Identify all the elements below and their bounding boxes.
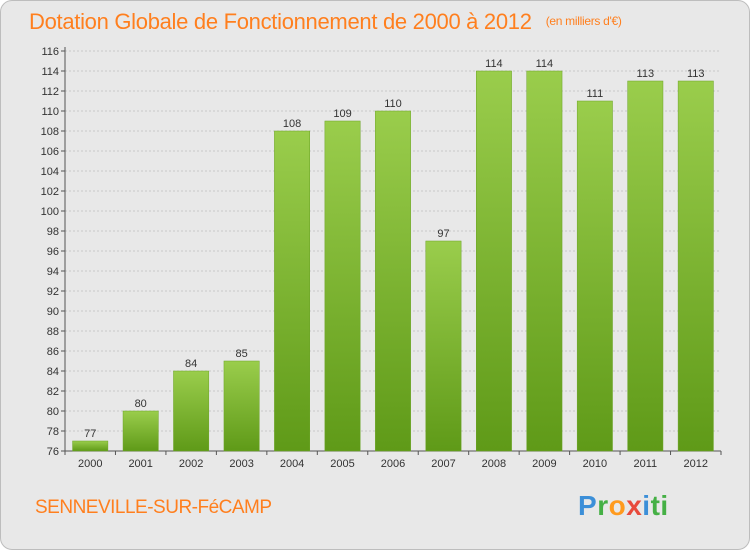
bar-2006 bbox=[375, 110, 411, 452]
y-tick-label: 96 bbox=[47, 246, 59, 258]
data-label: 114 bbox=[536, 58, 554, 70]
logo-letter: i bbox=[642, 490, 651, 521]
y-tick-label: 92 bbox=[47, 286, 59, 298]
bar-2004 bbox=[274, 130, 310, 452]
x-tick-label: 2005 bbox=[330, 458, 354, 470]
x-tick-label: 2011 bbox=[633, 458, 657, 470]
bar-2003 bbox=[223, 360, 260, 452]
chart-unit: (en milliers d'€) bbox=[545, 14, 622, 28]
bar-2001 bbox=[122, 410, 159, 452]
y-tick-label: 98 bbox=[47, 226, 59, 238]
x-tick-label: 2002 bbox=[179, 458, 203, 470]
data-label: 85 bbox=[235, 348, 247, 360]
y-tick-label: 102 bbox=[41, 186, 59, 198]
y-tick-label: 104 bbox=[41, 166, 59, 178]
logo-letter: ti bbox=[650, 490, 669, 521]
y-tick-label: 114 bbox=[41, 66, 59, 78]
data-label: 97 bbox=[437, 228, 449, 240]
y-tick-label: 86 bbox=[47, 346, 59, 358]
x-tick-label: 2000 bbox=[78, 458, 102, 470]
y-tick-label: 82 bbox=[47, 386, 59, 398]
data-label: 111 bbox=[586, 88, 603, 100]
y-tick-label: 100 bbox=[41, 206, 59, 218]
logo-letter: x bbox=[626, 490, 643, 521]
bar-2008 bbox=[476, 70, 512, 452]
y-tick-label: 90 bbox=[47, 306, 59, 318]
axes: 76 78 80 82 84 86 88 90 92 94 96 98 100 102 104 106 108 1… bbox=[41, 46, 722, 470]
y-tick-label: 76 bbox=[47, 446, 59, 458]
data-label: 109 bbox=[333, 108, 351, 120]
y-tick-label: 78 bbox=[47, 426, 59, 438]
x-tick-label: 2004 bbox=[280, 458, 304, 470]
bar-2007 bbox=[425, 240, 462, 452]
y-tick-label: 84 bbox=[47, 366, 59, 378]
data-label: 108 bbox=[283, 118, 301, 130]
bars bbox=[72, 70, 714, 452]
chart-title-text: Dotation Globale de Fonctionnement de 20… bbox=[29, 9, 532, 34]
bar-2002 bbox=[173, 370, 210, 452]
data-label: 113 bbox=[687, 68, 705, 80]
bar-2012 bbox=[677, 80, 714, 452]
y-tick-label: 94 bbox=[47, 266, 59, 278]
x-tick-label: 2009 bbox=[532, 458, 556, 470]
x-tick-label: 2003 bbox=[229, 458, 253, 470]
y-tick-label: 80 bbox=[47, 406, 59, 418]
logo-letter: P bbox=[578, 490, 598, 521]
y-tick-label: 88 bbox=[47, 326, 59, 338]
logo-letter: r bbox=[597, 490, 609, 521]
x-tick-label: 2006 bbox=[381, 458, 405, 470]
x-tick-label: 2010 bbox=[583, 458, 607, 470]
data-label: 77 bbox=[84, 428, 96, 440]
commune-name: SENNEVILLE-SUR-FéCAMP bbox=[35, 497, 272, 518]
chart-title: Dotation Globale de Fonctionnement de 20… bbox=[29, 9, 622, 35]
y-tick-label: 116 bbox=[41, 46, 59, 58]
bar-2009 bbox=[526, 70, 563, 452]
data-label: 84 bbox=[185, 358, 197, 370]
y-tick-label: 112 bbox=[41, 86, 59, 98]
x-tick-label: 2008 bbox=[482, 458, 506, 470]
data-label: 80 bbox=[135, 398, 147, 410]
bar-2000 bbox=[72, 440, 109, 452]
x-tick-label: 2001 bbox=[128, 458, 152, 470]
data-label: 114 bbox=[485, 58, 503, 70]
data-label: 113 bbox=[637, 68, 655, 80]
data-labels: 77 80 84 85 108 109 110 97 114 114 111 113 113 bbox=[84, 58, 704, 440]
bar-2011 bbox=[627, 80, 664, 452]
bar-2005 bbox=[324, 120, 361, 452]
data-label: 110 bbox=[384, 98, 402, 110]
proxiti-logo: Proxiti bbox=[578, 490, 669, 522]
y-tick-label: 106 bbox=[41, 146, 59, 158]
y-tick-label: 110 bbox=[41, 106, 59, 118]
x-tick-label: 2012 bbox=[684, 458, 708, 470]
logo-letter: o bbox=[608, 490, 627, 521]
x-tick-label: 2007 bbox=[431, 458, 455, 470]
y-tick-label: 108 bbox=[41, 126, 59, 138]
bar-2010 bbox=[576, 100, 613, 452]
